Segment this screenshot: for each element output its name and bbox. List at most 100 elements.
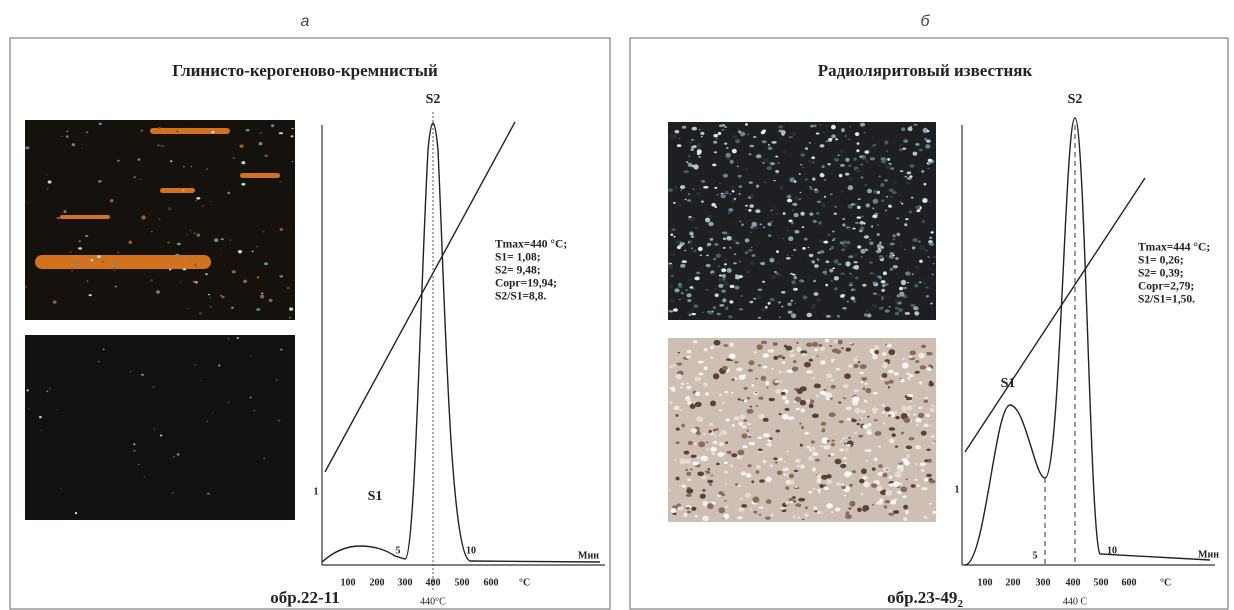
grain: [714, 243, 718, 246]
pyrogram: [322, 123, 600, 562]
grain: [857, 245, 861, 248]
grain: [770, 221, 773, 223]
grain: [861, 468, 867, 474]
grain: [824, 485, 826, 487]
grain: [816, 212, 820, 215]
grain: [691, 146, 696, 149]
grain: [849, 501, 855, 507]
grain: [765, 516, 770, 519]
grain: [28, 408, 30, 409]
grain: [895, 299, 900, 303]
grain: [929, 425, 932, 426]
grain: [696, 431, 701, 435]
grain: [906, 373, 910, 376]
grain: [895, 257, 898, 260]
grain: [814, 292, 819, 296]
grain: [886, 256, 889, 258]
streak: [160, 188, 195, 193]
grain: [687, 511, 691, 514]
grain: [708, 215, 712, 218]
grain: [702, 476, 707, 479]
grain: [856, 168, 860, 172]
grain: [706, 442, 709, 444]
grain: [691, 236, 695, 238]
grain: [851, 275, 854, 277]
grain: [725, 505, 728, 508]
grain: [929, 503, 931, 505]
grain: [183, 268, 187, 270]
grain: [758, 289, 763, 291]
grain: [734, 361, 738, 363]
grain: [764, 182, 766, 184]
stat: S2= 0,39;: [1138, 268, 1184, 280]
grain: [933, 263, 935, 264]
grain: [866, 203, 870, 207]
grain: [724, 126, 727, 128]
grain: [854, 158, 857, 161]
grain: [904, 249, 906, 250]
grain: [46, 188, 48, 190]
grain: [895, 307, 899, 309]
grain: [221, 238, 224, 240]
grain: [756, 154, 762, 158]
grain: [809, 254, 814, 257]
grain: [848, 185, 854, 190]
grain: [698, 361, 704, 364]
grain: [797, 347, 802, 352]
grain: [854, 432, 857, 435]
grain: [722, 274, 726, 278]
grain: [241, 183, 245, 186]
grain: [676, 414, 679, 417]
grain: [693, 288, 696, 290]
grain: [173, 456, 175, 457]
grain: [289, 317, 291, 319]
grain: [280, 228, 283, 231]
grain: [821, 446, 823, 447]
grain: [795, 460, 798, 462]
grain: [263, 457, 266, 459]
grain: [795, 230, 800, 234]
grain: [78, 240, 81, 242]
grain: [901, 203, 903, 205]
grain: [861, 216, 864, 218]
grain: [243, 280, 247, 283]
grain: [794, 213, 799, 217]
grain: [783, 238, 785, 239]
grain: [115, 286, 117, 288]
grain: [750, 195, 754, 198]
grain: [932, 316, 934, 317]
grain: [857, 206, 861, 209]
grain: [734, 198, 737, 200]
grain: [732, 135, 737, 138]
grain: [827, 234, 830, 236]
grain: [874, 345, 879, 349]
grain: [794, 197, 799, 200]
grain: [780, 381, 782, 383]
grain: [902, 148, 906, 150]
grain: [101, 261, 104, 263]
grain: [884, 141, 888, 145]
grain: [928, 159, 933, 162]
grain: [130, 371, 132, 372]
grain: [722, 232, 727, 235]
grain: [783, 212, 786, 215]
grain: [754, 391, 758, 395]
grain: [874, 419, 878, 421]
grain: [707, 480, 713, 483]
grain: [929, 243, 934, 246]
grain: [756, 405, 758, 407]
time-tick: 10: [1107, 545, 1117, 556]
grain: [812, 260, 816, 263]
grain: [781, 138, 783, 139]
grain: [786, 451, 789, 453]
grain: [724, 258, 728, 261]
grain: [218, 364, 220, 366]
grain: [723, 453, 725, 455]
grain: [842, 223, 845, 226]
grain: [848, 508, 851, 510]
grain: [190, 229, 192, 231]
grain: [818, 221, 822, 224]
grain: [731, 186, 735, 189]
grain: [749, 301, 753, 304]
grain: [839, 420, 844, 423]
